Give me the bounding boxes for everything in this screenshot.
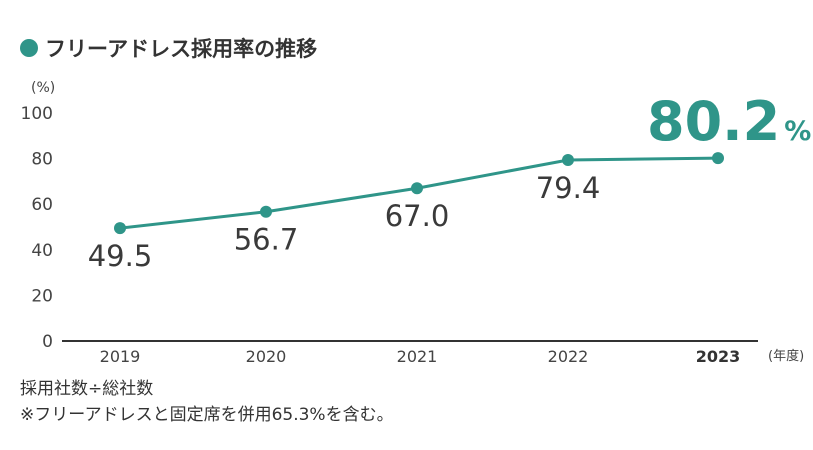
x-tick-label: 2023 [696,347,741,366]
x-tick-label: 2021 [397,347,438,366]
y-tick-label: 0 [42,332,53,352]
y-axis-unit: (%) [31,80,55,96]
x-axis-unit: (年度) [768,348,804,364]
data-point [712,152,724,165]
data-labels: 49.5 56.7 67.0 79.4 [88,171,601,273]
x-tick-label: 2022 [548,347,589,366]
note-footnote: ※フリーアドレスと固定席を併用65.3%を含む。 [20,405,394,425]
highlight-value-group: 80.2% [647,90,811,153]
x-axis-ticks: 2019 2020 2021 2022 2023 [100,347,741,366]
y-tick-label: 20 [31,286,53,306]
x-tick-label: 2019 [100,347,141,366]
note-formula: 採用社数÷総社数 [20,379,153,399]
y-axis-ticks: 0 20 40 60 80 100 [21,104,53,352]
data-label: 79.4 [536,171,601,205]
highlight-unit: % [784,116,811,147]
data-point [260,205,272,218]
x-tick-label: 2020 [246,347,287,366]
data-label: 56.7 [234,223,299,257]
data-points [114,152,724,235]
data-point [562,153,574,166]
data-point [114,222,126,235]
y-tick-label: 100 [21,104,53,124]
chart-title: フリーアドレス採用率の推移 [45,37,317,61]
data-label: 67.0 [385,199,450,233]
highlight-value: 80.2 [647,90,780,153]
y-tick-label: 80 [31,150,53,170]
data-label: 49.5 [88,239,153,273]
title-bullet-icon [20,39,38,57]
y-tick-label: 60 [31,195,53,215]
y-tick-label: 40 [31,241,53,261]
data-point [411,182,423,195]
